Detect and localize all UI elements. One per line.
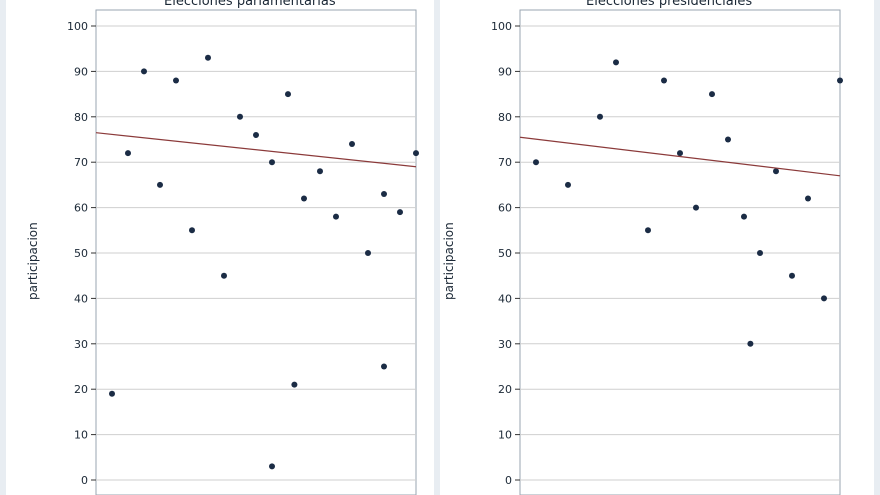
y-tick-label: 10: [498, 429, 512, 442]
data-point: [789, 272, 795, 279]
data-point: [381, 363, 387, 370]
data-point: [565, 181, 571, 188]
data-point: [253, 131, 259, 138]
data-point: [805, 195, 811, 202]
data-point: [205, 54, 211, 61]
scatter-plot-parlamentarias: 0 10 20 30 40 50 60 70 80 90 100: [67, 9, 419, 495]
data-point: [381, 190, 387, 197]
trend-line: [95, 132, 417, 168]
y-tick-label: 20: [498, 383, 512, 396]
data-point: [661, 77, 667, 84]
data-point: [757, 250, 763, 256]
data-point: [677, 150, 683, 157]
data-point: [693, 204, 699, 211]
data-point: [397, 209, 403, 216]
data-point: [141, 68, 147, 75]
y-tick-label: 30: [74, 338, 88, 351]
y-tick-label: 90: [74, 65, 88, 78]
data-point: [237, 113, 243, 120]
data-point: [613, 59, 619, 66]
y-tick-label: 40: [74, 292, 88, 305]
data-point: [221, 272, 227, 279]
y-tick-label: 100: [67, 20, 88, 33]
data-point: [413, 150, 419, 157]
chart-title: Elecciones parlamentarias: [164, 0, 336, 9]
data-point: [741, 213, 747, 220]
y-tick-label: 80: [498, 111, 512, 124]
y-tick-label: 100: [491, 20, 512, 33]
data-point: [821, 295, 827, 302]
y-tick-label: 0: [81, 474, 88, 487]
y-tick-label: 30: [498, 338, 512, 351]
data-point: [725, 136, 731, 143]
y-tick-label: 50: [74, 247, 88, 260]
data-point: [173, 77, 179, 84]
chart-title: Elecciones presidenciales: [586, 0, 753, 9]
data-point: [317, 168, 323, 175]
y-tick-label: 0: [505, 474, 512, 487]
y-tick-label: 70: [74, 156, 88, 169]
y-tick-label: 50: [498, 247, 512, 260]
data-point: [349, 141, 355, 148]
y-tick-label: 40: [498, 292, 512, 305]
data-point: [109, 390, 115, 397]
scatter-plot-presidenciales: 0 10 20 30 40 50 60 70 80 90 100: [491, 9, 843, 495]
y-tick-label: 80: [74, 111, 88, 124]
panel-parlamentarias: Elecciones parlamentarias participacion …: [6, 0, 434, 495]
y-tick-label: 10: [74, 429, 88, 442]
data-point: [333, 213, 339, 220]
y-tick-label: 70: [498, 156, 512, 169]
data-point: [645, 227, 651, 234]
data-point: [269, 159, 275, 166]
data-point: [157, 181, 163, 188]
data-point: [709, 91, 715, 98]
panel-presidenciales: Elecciones presidenciales participacion …: [440, 0, 874, 495]
data-point: [837, 77, 843, 84]
y-tick-label: 20: [74, 383, 88, 396]
data-point: [189, 227, 195, 234]
trend-line: [519, 136, 841, 177]
data-point: [125, 150, 131, 157]
y-tick-label: 60: [74, 202, 88, 215]
data-point: [301, 195, 307, 202]
data-point: [269, 463, 275, 470]
data-point: [291, 381, 298, 388]
data-point: [747, 340, 754, 347]
data-point: [285, 91, 291, 98]
y-tick-label: 60: [498, 202, 512, 215]
y-tick-label: 90: [498, 65, 512, 78]
data-point: [597, 113, 603, 120]
data-point: [773, 168, 779, 175]
data-point: [533, 159, 539, 166]
data-point: [365, 250, 371, 256]
